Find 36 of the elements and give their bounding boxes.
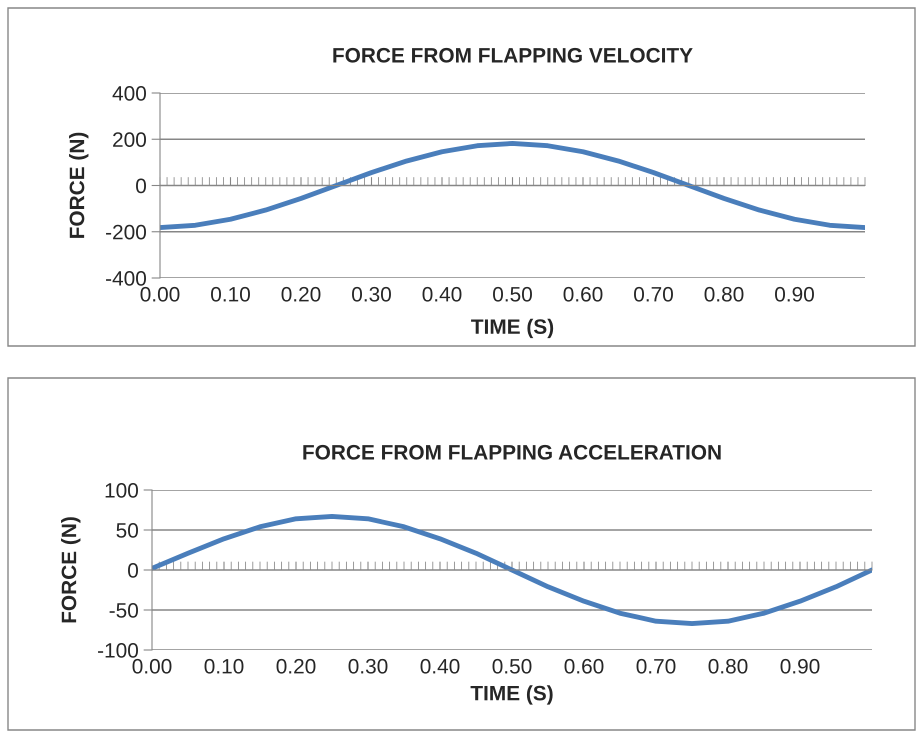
x-axis-title: TIME (S) — [471, 318, 554, 338]
y-tick-label: 50 — [116, 523, 138, 538]
x-tick-label: 0.70 — [636, 658, 676, 674]
x-tick-label: 0.60 — [564, 286, 602, 302]
x-tick-label: 0.80 — [704, 286, 744, 302]
y-tick-label: -200 — [106, 224, 146, 240]
chart-title: FORCE FROM FLAPPING VELOCITY — [333, 48, 693, 63]
x-tick-label: 0.00 — [132, 658, 172, 674]
x-tick-label: 0.40 — [422, 286, 462, 302]
y-tick-label: -50 — [110, 603, 138, 618]
y-tick-label: 400 — [112, 86, 146, 101]
y-tick-label: -400 — [106, 271, 146, 286]
x-tick-label: 0.40 — [420, 658, 460, 674]
y-axis-title: FORCE (N) — [69, 132, 88, 238]
x-tick-label: 0.80 — [708, 658, 748, 674]
x-tick-label: 0.20 — [282, 286, 320, 302]
x-tick-label: 0.30 — [352, 286, 391, 302]
x-tick-label: 0.50 — [492, 658, 532, 674]
x-tick-label: 0.10 — [211, 286, 250, 302]
x-tick-label: 0.20 — [276, 658, 316, 674]
y-tick-label: 100 — [106, 483, 138, 498]
y-tick-label: 0 — [136, 178, 146, 194]
y-tick-label: -100 — [98, 643, 138, 658]
chart-title: FORCE FROM FLAPPING ACCELERATION — [303, 444, 721, 460]
x-tick-label: 0.00 — [140, 286, 180, 302]
x-tick-label: 0.50 — [493, 286, 532, 302]
x-tick-label: 0.90 — [775, 286, 814, 302]
x-tick-label: 0.90 — [780, 658, 820, 674]
y-tick-label: 0 — [128, 563, 138, 578]
y-tick-label: 200 — [113, 132, 146, 148]
x-axis-title: TIME (S) — [470, 685, 553, 705]
x-tick-label: 0.70 — [634, 286, 673, 302]
y-axis-title: FORCE (N) — [61, 517, 80, 622]
x-tick-label: 0.60 — [564, 658, 604, 674]
x-tick-label: 0.10 — [204, 658, 244, 674]
x-tick-label: 0.30 — [348, 658, 388, 674]
